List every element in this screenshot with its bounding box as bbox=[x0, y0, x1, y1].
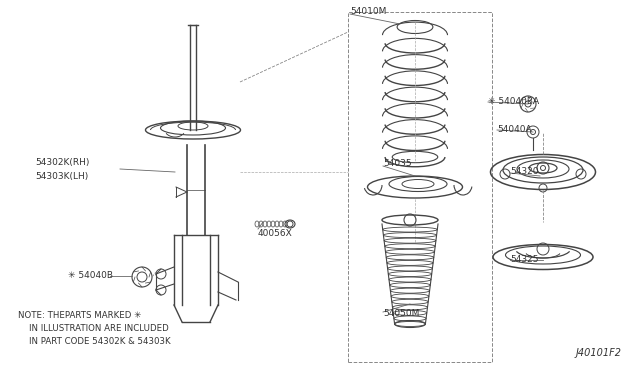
Text: J40101F2: J40101F2 bbox=[576, 348, 622, 358]
Text: 54302K(RH): 54302K(RH) bbox=[35, 157, 90, 167]
Text: 54010M: 54010M bbox=[350, 7, 387, 16]
Text: IN PART CODE 54302K & 54303K: IN PART CODE 54302K & 54303K bbox=[18, 337, 171, 346]
Text: 54303K(LH): 54303K(LH) bbox=[35, 171, 88, 180]
Text: IN ILLUSTRATION ARE INCLUDED: IN ILLUSTRATION ARE INCLUDED bbox=[18, 324, 169, 333]
Text: ✳ 54040B: ✳ 54040B bbox=[68, 272, 113, 280]
Bar bbox=[348, 12, 492, 362]
Text: 54040A: 54040A bbox=[497, 125, 532, 134]
Text: 40056X: 40056X bbox=[258, 230, 292, 238]
Text: 54325: 54325 bbox=[510, 254, 538, 263]
Text: 54035: 54035 bbox=[383, 160, 412, 169]
Text: NOTE: THEPARTS MARKED ✳: NOTE: THEPARTS MARKED ✳ bbox=[18, 311, 141, 320]
Text: 54320: 54320 bbox=[510, 167, 538, 176]
Text: 54050M: 54050M bbox=[383, 310, 419, 318]
Text: ✳ 54040BA: ✳ 54040BA bbox=[488, 96, 539, 106]
